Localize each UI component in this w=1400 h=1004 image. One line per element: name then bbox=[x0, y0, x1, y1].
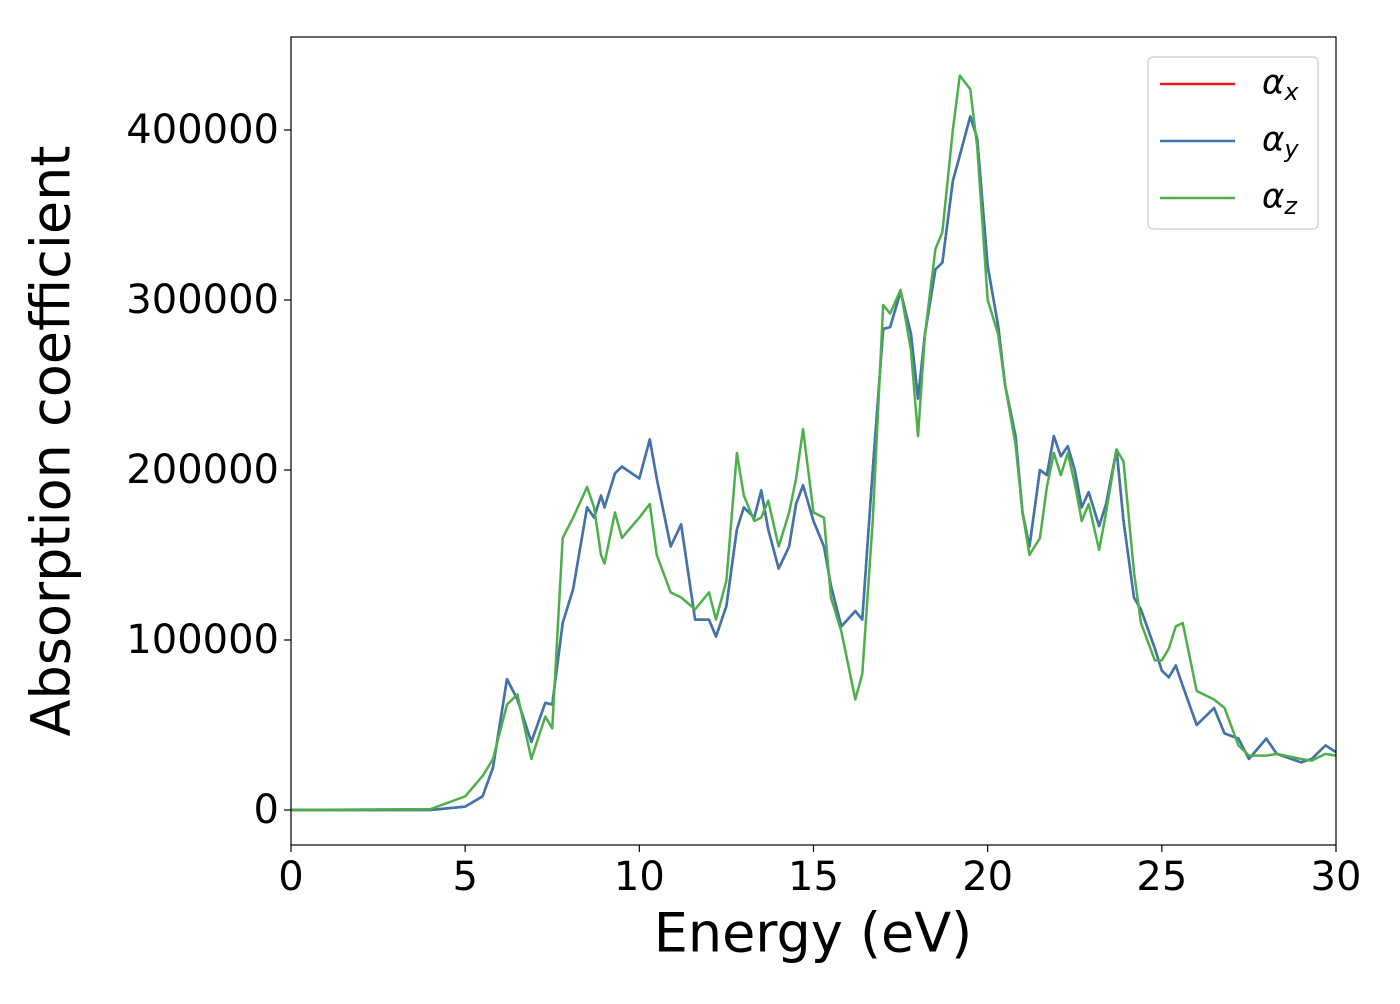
y-tick-label: 200000 bbox=[126, 447, 279, 493]
data-line bbox=[290, 74, 1337, 812]
x-tick-label: 25 bbox=[1136, 854, 1187, 900]
y-axis-label: Absorption coefficient bbox=[20, 146, 83, 737]
legend-label: αx bbox=[1262, 63, 1299, 107]
x-tick-label: 10 bbox=[614, 854, 665, 900]
x-axis-label: Energy (eV) bbox=[654, 902, 973, 965]
x-tick-label: 30 bbox=[1311, 854, 1362, 900]
y-tick-label: 100000 bbox=[126, 617, 279, 663]
x-tick-label: 0 bbox=[278, 854, 303, 900]
x-tick-label: 5 bbox=[452, 854, 477, 900]
legend-label: αy bbox=[1262, 120, 1299, 164]
y-tick-label: 300000 bbox=[126, 277, 279, 323]
x-tick-label: 15 bbox=[788, 854, 839, 900]
legend-frame bbox=[1147, 56, 1319, 230]
x-tick-label: 20 bbox=[962, 854, 1013, 900]
y-tick-label: 400000 bbox=[126, 107, 279, 153]
y-tick-label: 0 bbox=[254, 787, 279, 833]
